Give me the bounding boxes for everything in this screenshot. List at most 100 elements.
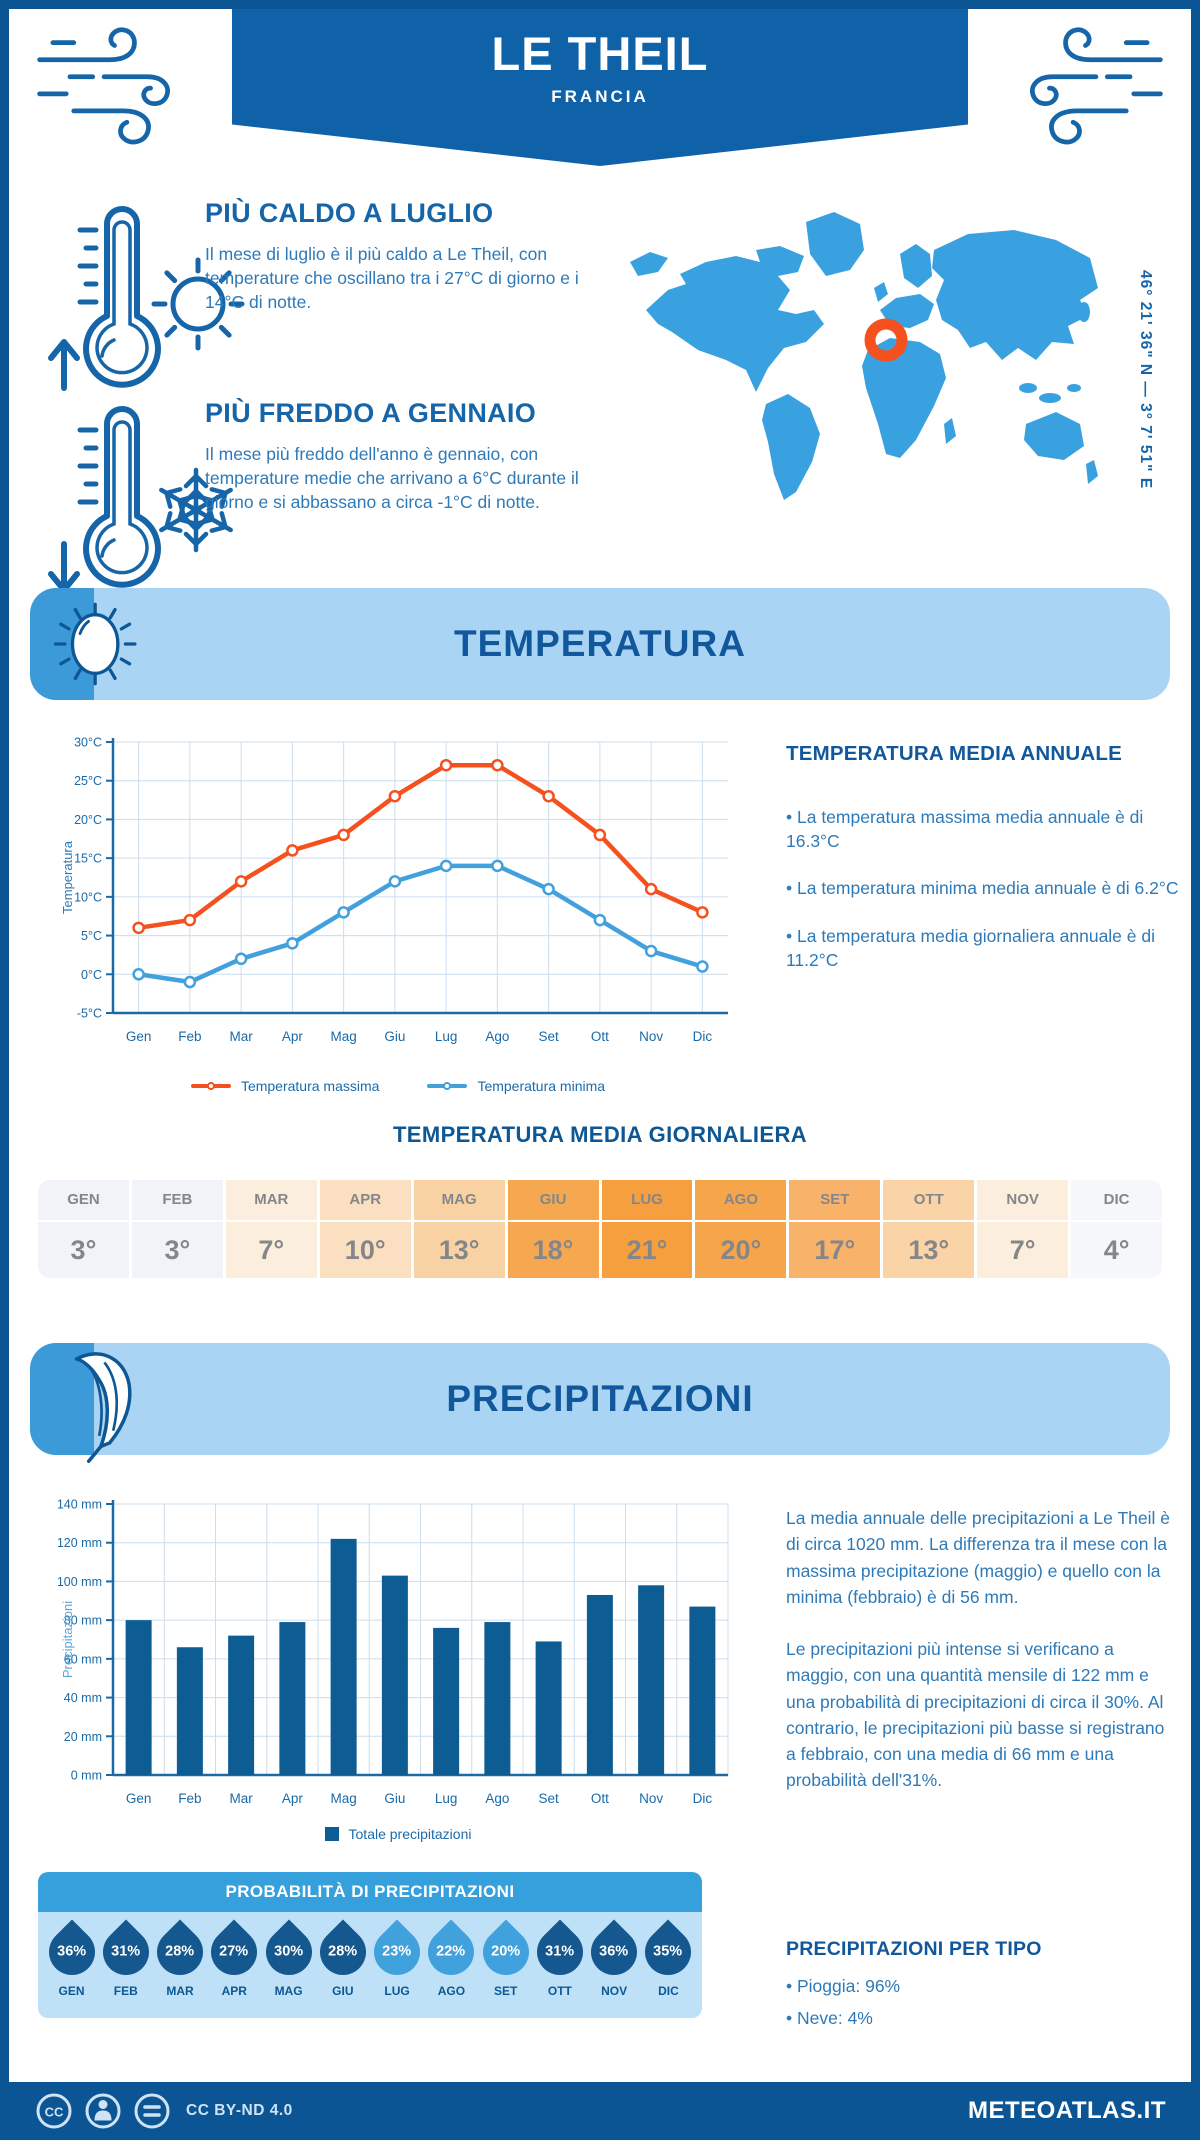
svg-text:140 mm: 140 mm	[58, 1498, 102, 1512]
site-label: METEOATLAS.IT	[967, 2097, 1166, 2124]
probability-drop-item: 35% DIC	[635, 1912, 701, 2018]
raindrop-icon: 23%	[364, 1919, 430, 1985]
drop-month-label: MAG	[274, 1984, 303, 1998]
drop-month-label: FEB	[113, 1984, 138, 1998]
raindrop-icon: 22%	[418, 1919, 484, 1985]
legend-label: Totale precipitazioni	[348, 1826, 472, 1842]
probability-drop-item: 31% OTT	[527, 1912, 593, 2018]
svg-text:60 mm: 60 mm	[64, 1652, 102, 1666]
probability-drop-item: 36% NOV	[581, 1912, 647, 2018]
table-month-header: MAR	[225, 1180, 317, 1220]
svg-text:40 mm: 40 mm	[64, 1691, 102, 1705]
drop-month-label: OTT	[547, 1984, 572, 1998]
table-temperature-value: 3°	[131, 1222, 223, 1278]
thermometer-cold-icon	[48, 406, 233, 592]
precipitation-paragraph-2: Le precipitazioni più intense si verific…	[786, 1639, 1165, 1791]
drop-month-label: DIC	[658, 1984, 679, 1998]
coordinates-label: 46° 21' 36" N — 3° 7' 51" E	[1137, 270, 1154, 490]
precipitation-type-bullets: • Pioggia: 96% • Neve: 4%	[786, 1975, 1166, 2030]
raindrop-icon: 36%	[38, 1919, 105, 1985]
table-column: AGO 20°	[695, 1180, 787, 1278]
world-map	[630, 212, 1098, 500]
svg-text:Gen: Gen	[126, 1791, 152, 1806]
table-month-header: LUG	[601, 1180, 693, 1220]
probability-drop-item: 22% AGO	[418, 1912, 484, 2018]
svg-text:Mar: Mar	[230, 1029, 254, 1044]
drop-percentage: 28%	[165, 1944, 195, 1960]
table-temperature-value: 7°	[225, 1222, 317, 1278]
drop-percentage: 31%	[545, 1944, 575, 1960]
table-column: NOV 7°	[977, 1180, 1069, 1278]
annual-bullet: • La temperatura media giornaliera annua…	[786, 925, 1155, 970]
probability-drop-item: 28% MAR	[147, 1912, 213, 2018]
cold-title: PIÙ FREDDO A GENNAIO	[205, 398, 537, 428]
table-temperature-value: 13°	[883, 1222, 975, 1278]
svg-text:25°C: 25°C	[74, 774, 102, 788]
svg-text:10°C: 10°C	[74, 890, 102, 904]
precipitation-chart: 0 mm 20 mm 40 mm 60 mm 80 mm 100 mm 120 mm 140 …	[58, 1498, 729, 1806]
drop-percentage: 22%	[436, 1944, 466, 1960]
raindrop-icon: 27%	[201, 1919, 267, 1985]
table-column: DIC 4°	[1071, 1180, 1162, 1278]
precipitation-paragraph-1: La media annuale delle precipitazioni a …	[786, 1508, 1170, 1607]
svg-text:Nov: Nov	[639, 1791, 663, 1806]
svg-text:20 mm: 20 mm	[64, 1730, 102, 1744]
svg-text:5°C: 5°C	[81, 929, 102, 943]
precipitation-legend: Totale precipitazioni	[58, 1826, 738, 1842]
warm-title: PIÙ CALDO A LUGLIO	[205, 198, 494, 228]
legend-label: Temperatura massima	[240, 1078, 380, 1094]
svg-text:Ago: Ago	[485, 1029, 509, 1044]
table-month-header: DIC	[1071, 1180, 1162, 1220]
temperature-legend: Temperatura massima Temperatura minima	[58, 1078, 738, 1094]
svg-text:Set: Set	[538, 1029, 559, 1044]
table-month-header: MAG	[413, 1180, 505, 1220]
svg-text:Mag: Mag	[330, 1791, 356, 1806]
raindrop-icon: 30%	[256, 1919, 322, 1985]
drop-month-label: NOV	[601, 1984, 628, 1998]
svg-text:Giu: Giu	[384, 1791, 405, 1806]
svg-text:Mag: Mag	[330, 1029, 356, 1044]
temperature-chart: -5°C 0°C 5°C 10°C 15°C 20°C 25°C 30°C Gen Feb Mar A…	[60, 736, 728, 1044]
probability-panel: PROBABILITÀ DI PRECIPITAZIONI 36% GEN 31% F…	[38, 1872, 702, 2018]
header-banner: LE THEIL FRANCIA	[232, 0, 968, 166]
table-month-header: GIU	[507, 1180, 599, 1220]
cold-text: Il mese più freddo dell'anno è gennaio, …	[205, 444, 579, 513]
svg-text:15°C: 15°C	[74, 852, 102, 866]
svg-text:0 mm: 0 mm	[71, 1769, 102, 1783]
precipitation-type-panel: PRECIPITAZIONI PER TIPO • Pioggia: 96% • …	[786, 1938, 1166, 2038]
annual-temperature-panel: TEMPERATURA MEDIA ANNUALE • La temperatu…	[786, 742, 1182, 996]
svg-text:Precipitazioni: Precipitazioni	[60, 1601, 75, 1678]
table-month-header: GEN	[38, 1180, 129, 1220]
svg-text:Lug: Lug	[435, 1791, 458, 1806]
drop-percentage: 35%	[653, 1944, 683, 1960]
annual-title: TEMPERATURA MEDIA ANNUALE	[786, 742, 1123, 765]
svg-text:CC: CC	[45, 2105, 64, 2120]
thermometer-hot-icon	[48, 206, 245, 391]
location-marker	[864, 318, 908, 362]
probability-drop-item: 27% APR	[201, 1912, 267, 2018]
svg-text:30°C: 30°C	[74, 736, 102, 750]
table-month-header: NOV	[977, 1180, 1069, 1220]
table-month-header: OTT	[883, 1180, 975, 1220]
precipitation-section-banner: PRECIPITAZIONI	[30, 1343, 1170, 1463]
drop-percentage: 20%	[491, 1944, 521, 1960]
ptype-bullet: • Pioggia: 96%	[786, 1976, 901, 1996]
cc-badges: CC	[34, 2091, 172, 2131]
raindrop-icon: 36%	[581, 1919, 647, 1985]
table-column: OTT 13°	[883, 1180, 975, 1278]
ptype-bullet: • Neve: 4%	[786, 2007, 873, 2028]
svg-text:Set: Set	[538, 1791, 559, 1806]
legend-item: Totale precipitazioni	[324, 1826, 472, 1842]
table-month-header: APR	[319, 1180, 411, 1220]
drop-month-label: AGO	[437, 1984, 466, 1998]
drop-month-label: GEN	[58, 1984, 85, 1998]
svg-text:Giu: Giu	[384, 1029, 405, 1044]
drop-month-label: APR	[221, 1984, 247, 1998]
raindrop-icon: 28%	[310, 1919, 376, 1985]
raindrop-icon: 35%	[635, 1919, 701, 1985]
table-column: MAG 13°	[413, 1180, 505, 1278]
drop-percentage: 28%	[328, 1944, 358, 1960]
legend-line-swatch	[427, 1082, 468, 1090]
snowflake-icon	[159, 467, 233, 553]
svg-text:0°C: 0°C	[81, 968, 102, 982]
